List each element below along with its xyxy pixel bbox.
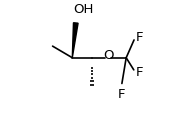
- Text: F: F: [118, 88, 125, 101]
- Text: F: F: [135, 66, 143, 79]
- Polygon shape: [72, 23, 78, 58]
- Text: O: O: [104, 49, 114, 63]
- Text: OH: OH: [74, 3, 94, 16]
- Text: F: F: [135, 31, 143, 44]
